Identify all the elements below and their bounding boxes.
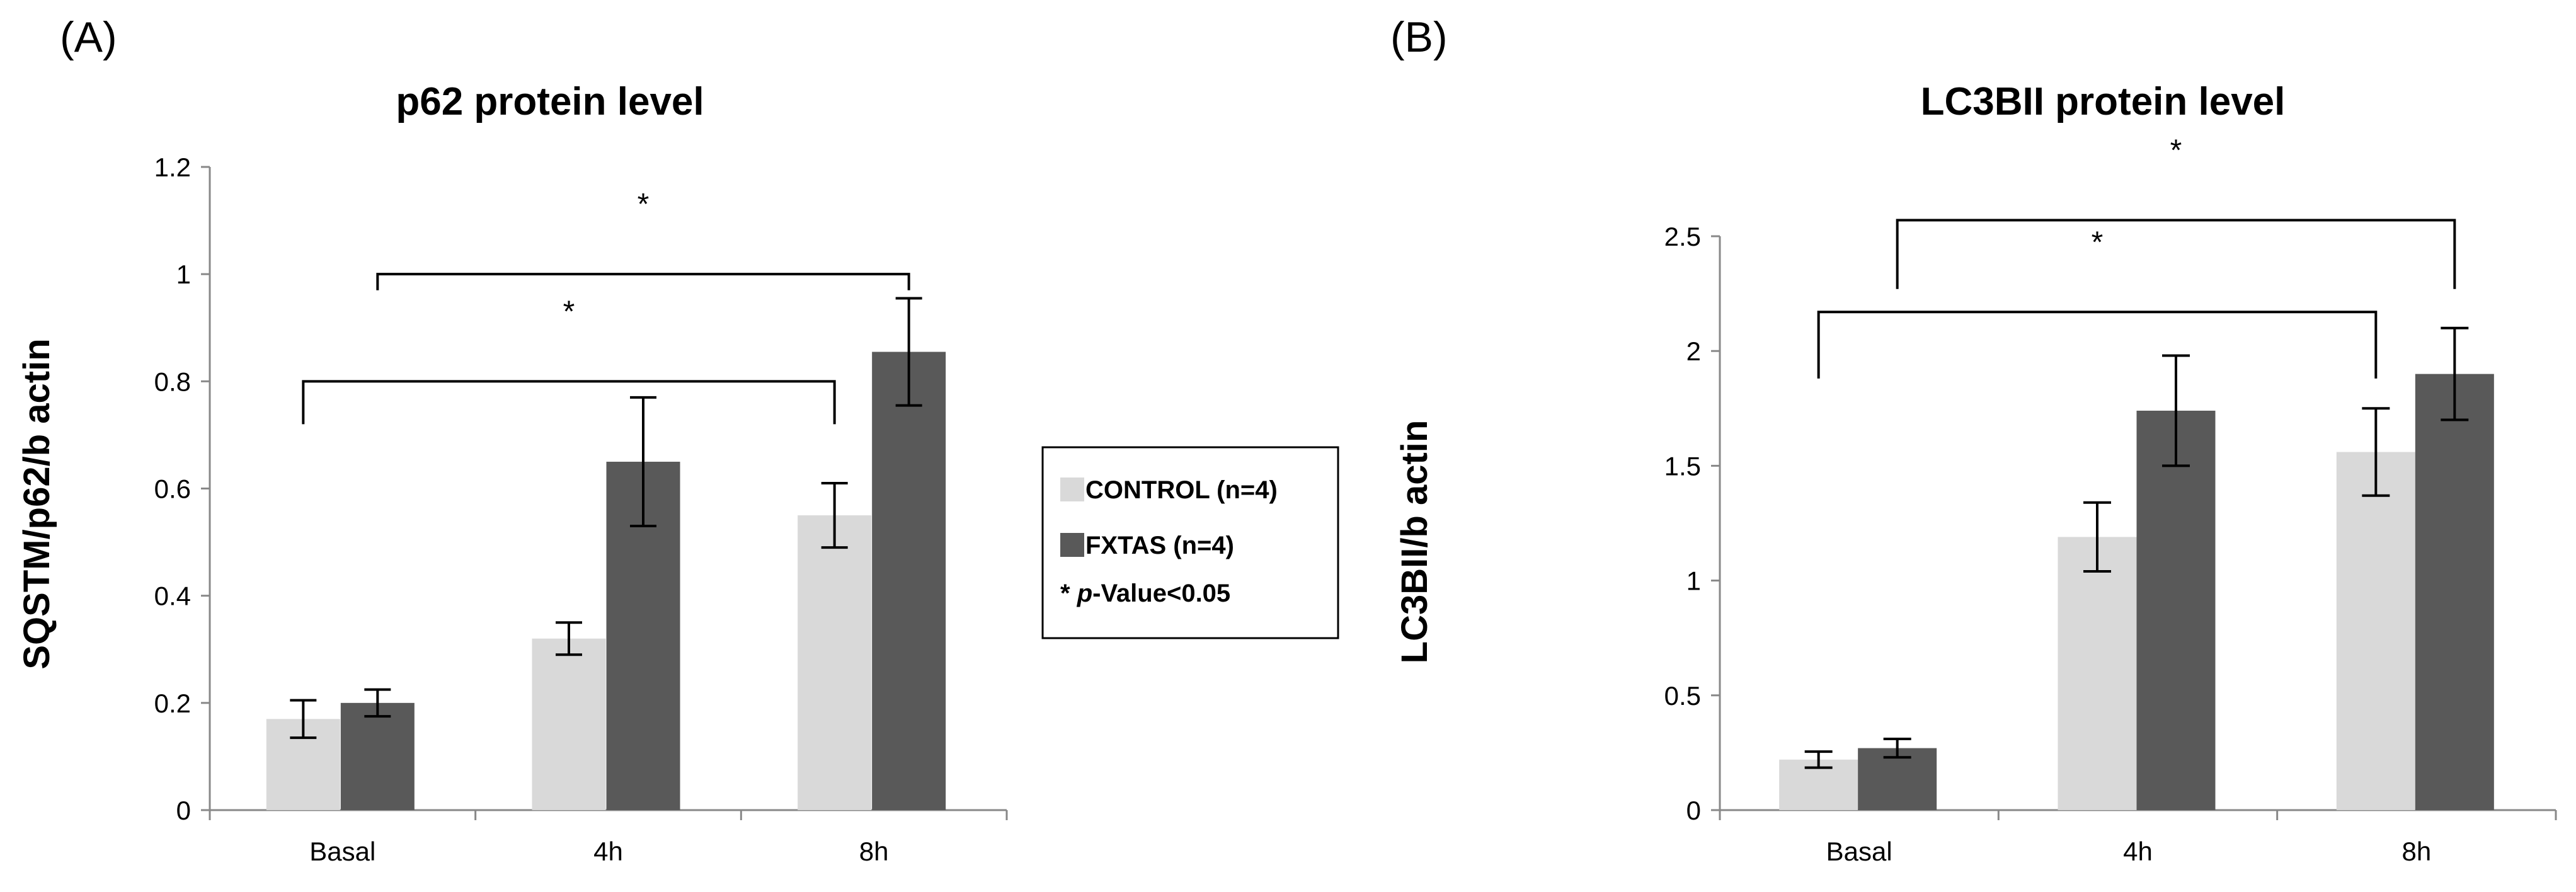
- panel-b-x-tick-label: Basal: [1826, 837, 1892, 866]
- panel-a-y-tick-label: 0.2: [154, 689, 191, 718]
- panel-a-significance-label: *: [638, 188, 650, 221]
- panel-a-y-tick-label: 0.8: [154, 367, 191, 396]
- panel-b-y-tick-label: 1: [1686, 566, 1701, 596]
- panel-b-y-tick-label: 2: [1686, 336, 1701, 366]
- panel-a-chart: (A) p62 protein level SQSTM/p62/b actin …: [16, 13, 1008, 866]
- panel-a-bar: [798, 515, 872, 810]
- panel-a-significance-bracket: [302, 380, 836, 425]
- legend-significance: * p-Value<0.05: [1060, 580, 1230, 607]
- panel-a-x-tick-label: Basal: [309, 837, 375, 866]
- legend-swatch-control: [1060, 477, 1084, 501]
- panel-a-y-axis-label: SQSTM/p62/b actin: [16, 338, 57, 669]
- panel-b-chart: (B) LC3BII protein level LC3BII/b actin …: [1390, 13, 2557, 866]
- panel-b-bar: [2058, 537, 2137, 810]
- panel-b-y-tick-label: 0: [1686, 796, 1701, 825]
- panel-b-y-tick-label: 2.5: [1664, 222, 1701, 251]
- panel-b-y-tick-label: 0.5: [1664, 681, 1701, 711]
- panel-b-bar: [2336, 452, 2415, 810]
- panel-b-y-tick-label: 1.5: [1664, 451, 1701, 481]
- panel-b-bar: [2415, 374, 2494, 810]
- panel-a-y-tick-label: 0: [176, 796, 191, 825]
- panel-a-x-tick-label: 4h: [593, 837, 623, 866]
- panel-b-bar: [2136, 410, 2216, 810]
- legend: CONTROL (n=4) FXTAS (n=4) * p-Value<0.05: [1041, 446, 1339, 639]
- panel-a-y-tick-label: 0.4: [154, 581, 191, 611]
- panel-a-title: p62 protein level: [396, 80, 704, 123]
- panel-a-bar: [872, 352, 946, 810]
- panel-b-x-tick-label: 4h: [2123, 837, 2153, 866]
- legend-box: [1041, 446, 1339, 639]
- panel-a-y-tick-label: 0.6: [154, 474, 191, 504]
- panel-a-marks: 0 0.2 0.4 0.6 0.8 1 1.2 Basal 4h 8h * *: [154, 152, 1008, 866]
- panel-a-bar: [532, 638, 606, 810]
- panel-b-significance-label: *: [2092, 226, 2104, 259]
- panel-a-bar: [340, 702, 415, 810]
- panel-b-letter: (B): [1390, 13, 1448, 61]
- panel-b-significance-bracket: [1817, 311, 2378, 379]
- panel-a-letter: (A): [60, 13, 117, 61]
- panel-b-x-tick-label: 8h: [2401, 837, 2431, 866]
- panel-b-marks: 0 0.5 1 1.5 2 2.5 Basal 4h 8h * *: [1664, 134, 2557, 866]
- panel-a-y-tick-label: 1.2: [154, 152, 191, 182]
- legend-label-control: CONTROL (n=4): [1085, 476, 1278, 504]
- legend-swatch-fxtas: [1060, 533, 1084, 557]
- panel-b-title: LC3BII protein level: [1921, 80, 2286, 123]
- panel-a-significance-label: *: [563, 295, 575, 328]
- panel-b-significance-bracket: [1896, 219, 2456, 289]
- legend-significance-p: p: [1077, 580, 1092, 607]
- legend-significance-prefix: *: [1060, 580, 1077, 607]
- panel-a-x-tick-label: 8h: [859, 837, 889, 866]
- legend-significance-rest: -Value<0.05: [1092, 580, 1230, 607]
- panel-b-significance-label: *: [2170, 134, 2182, 167]
- panel-a-significance-bracket: [376, 273, 910, 290]
- panel-a-y-tick-label: 1: [176, 260, 191, 289]
- panel-b-y-axis-label: LC3BII/b actin: [1394, 420, 1435, 664]
- legend-label-fxtas: FXTAS (n=4): [1085, 532, 1234, 559]
